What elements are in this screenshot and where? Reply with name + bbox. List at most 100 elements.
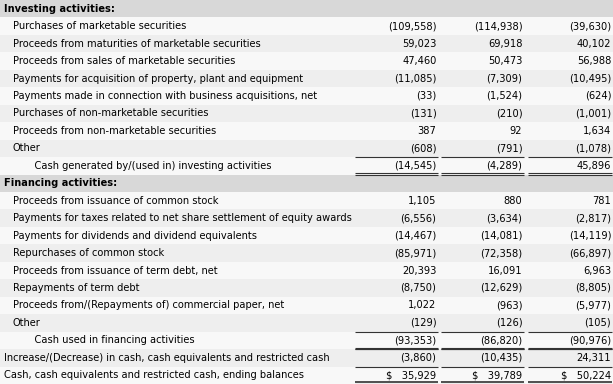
Text: (10,435): (10,435) <box>480 353 522 363</box>
Text: Purchases of marketable securities: Purchases of marketable securities <box>13 21 186 31</box>
Text: (105): (105) <box>585 318 611 328</box>
Text: (86,820): (86,820) <box>480 335 522 345</box>
Text: (1,078): (1,078) <box>575 143 611 153</box>
Text: Purchases of non-marketable securities: Purchases of non-marketable securities <box>13 108 208 118</box>
Text: Proceeds from issuance of common stock: Proceeds from issuance of common stock <box>13 196 218 206</box>
Text: (14,467): (14,467) <box>394 231 436 241</box>
Text: Payments for acquisition of property, plant and equipment: Payments for acquisition of property, pl… <box>13 74 303 84</box>
Text: Other: Other <box>13 143 40 153</box>
Text: (126): (126) <box>496 318 522 328</box>
Text: 781: 781 <box>592 196 611 206</box>
Bar <box>0 157 613 175</box>
Text: (129): (129) <box>410 318 436 328</box>
Bar <box>0 244 613 262</box>
Text: (8,750): (8,750) <box>400 283 436 293</box>
Text: Cash, cash equivalents and restricted cash, ending balances: Cash, cash equivalents and restricted ca… <box>4 370 303 380</box>
Bar <box>0 279 613 297</box>
Text: 40,102: 40,102 <box>577 39 611 49</box>
Text: 6,963: 6,963 <box>583 266 611 276</box>
Text: (2,817): (2,817) <box>575 213 611 223</box>
Bar <box>0 367 613 384</box>
Text: Payments made in connection with business acquisitions, net: Payments made in connection with busines… <box>13 91 317 101</box>
Bar <box>0 17 613 35</box>
Text: $   35,929: $ 35,929 <box>386 370 436 380</box>
Text: (10,495): (10,495) <box>569 74 611 84</box>
Text: Repayments of term debt: Repayments of term debt <box>13 283 139 293</box>
Bar <box>0 227 613 244</box>
Text: Investing activities:: Investing activities: <box>4 4 115 14</box>
Text: (608): (608) <box>410 143 436 153</box>
Text: Proceeds from issuance of term debt, net: Proceeds from issuance of term debt, net <box>13 266 218 276</box>
Text: 45,896: 45,896 <box>577 161 611 171</box>
Bar <box>0 175 613 192</box>
Text: (210): (210) <box>496 108 522 118</box>
Text: Proceeds from non-marketable securities: Proceeds from non-marketable securities <box>13 126 216 136</box>
Text: $   50,224: $ 50,224 <box>561 370 611 380</box>
Text: Repurchases of common stock: Repurchases of common stock <box>13 248 164 258</box>
Text: 24,311: 24,311 <box>577 353 611 363</box>
Bar <box>0 105 613 122</box>
Text: (5,977): (5,977) <box>575 300 611 310</box>
Text: (6,556): (6,556) <box>400 213 436 223</box>
Text: (4,289): (4,289) <box>486 161 522 171</box>
Bar <box>0 52 613 70</box>
Text: (7,309): (7,309) <box>486 74 522 84</box>
Text: (12,629): (12,629) <box>480 283 522 293</box>
Bar <box>0 70 613 87</box>
Text: (8,805): (8,805) <box>575 283 611 293</box>
Text: 880: 880 <box>503 196 522 206</box>
Text: 20,393: 20,393 <box>402 266 436 276</box>
Bar <box>0 35 613 52</box>
Text: (963): (963) <box>496 300 522 310</box>
Text: $   39,789: $ 39,789 <box>472 370 522 380</box>
Text: (14,119): (14,119) <box>569 231 611 241</box>
Text: (109,558): (109,558) <box>388 21 436 31</box>
Text: (85,971): (85,971) <box>394 248 436 258</box>
Text: 47,460: 47,460 <box>402 56 436 66</box>
Bar <box>0 209 613 227</box>
Text: Cash generated by/(used in) investing activities: Cash generated by/(used in) investing ac… <box>22 161 272 171</box>
Text: (1,001): (1,001) <box>575 108 611 118</box>
Text: (39,630): (39,630) <box>569 21 611 31</box>
Bar <box>0 0 613 17</box>
Text: 387: 387 <box>417 126 436 136</box>
Text: (66,897): (66,897) <box>569 248 611 258</box>
Bar <box>0 262 613 279</box>
Text: (1,524): (1,524) <box>486 91 522 101</box>
Bar <box>0 192 613 209</box>
Text: 92: 92 <box>510 126 522 136</box>
Text: 16,091: 16,091 <box>488 266 522 276</box>
Text: 50,473: 50,473 <box>488 56 522 66</box>
Bar <box>0 332 613 349</box>
Text: Proceeds from sales of marketable securities: Proceeds from sales of marketable securi… <box>13 56 235 66</box>
Bar <box>0 314 613 332</box>
Text: (72,358): (72,358) <box>480 248 522 258</box>
Text: (33): (33) <box>416 91 436 101</box>
Text: (791): (791) <box>496 143 522 153</box>
Text: (14,545): (14,545) <box>394 161 436 171</box>
Text: (93,353): (93,353) <box>394 335 436 345</box>
Text: (3,634): (3,634) <box>486 213 522 223</box>
Text: 69,918: 69,918 <box>488 39 522 49</box>
Text: Other: Other <box>13 318 40 328</box>
Bar <box>0 122 613 140</box>
Text: (131): (131) <box>409 108 436 118</box>
Text: Cash used in financing activities: Cash used in financing activities <box>22 335 195 345</box>
Text: Payments for dividends and dividend equivalents: Payments for dividends and dividend equi… <box>13 231 257 241</box>
Text: (11,085): (11,085) <box>394 74 436 84</box>
Text: Proceeds from/(Repayments of) commercial paper, net: Proceeds from/(Repayments of) commercial… <box>13 300 284 310</box>
Bar <box>0 87 613 105</box>
Text: Financing activities:: Financing activities: <box>4 178 117 188</box>
Text: 56,988: 56,988 <box>577 56 611 66</box>
Text: (14,081): (14,081) <box>480 231 522 241</box>
Text: Increase/(Decrease) in cash, cash equivalents and restricted cash: Increase/(Decrease) in cash, cash equiva… <box>4 353 329 363</box>
Text: 1,105: 1,105 <box>408 196 436 206</box>
Text: (3,860): (3,860) <box>400 353 436 363</box>
Text: Proceeds from maturities of marketable securities: Proceeds from maturities of marketable s… <box>13 39 261 49</box>
Bar <box>0 297 613 314</box>
Text: Payments for taxes related to net share settlement of equity awards: Payments for taxes related to net share … <box>13 213 352 223</box>
Text: (90,976): (90,976) <box>569 335 611 345</box>
Text: 59,023: 59,023 <box>402 39 436 49</box>
Text: (114,938): (114,938) <box>474 21 522 31</box>
Text: 1,634: 1,634 <box>583 126 611 136</box>
